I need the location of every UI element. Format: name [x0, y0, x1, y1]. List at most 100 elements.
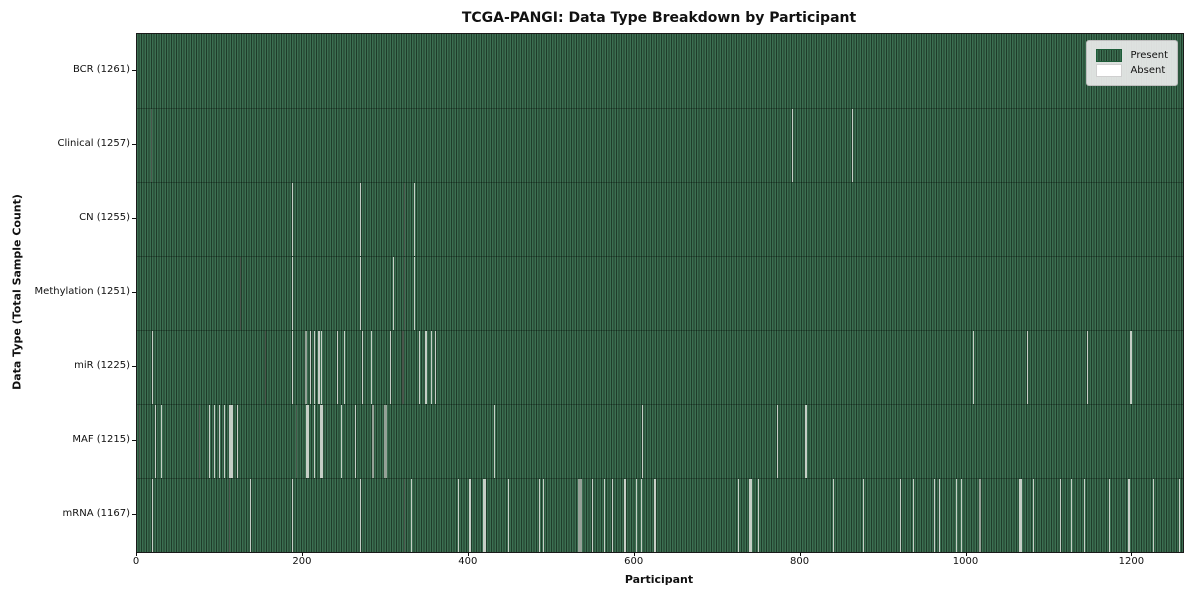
x-tick-mark: [301, 552, 303, 556]
absent-line: [1108, 479, 1110, 552]
absent-line: [776, 405, 778, 478]
absent-line: [383, 405, 387, 478]
absent-line: [1128, 479, 1131, 552]
absent-line: [309, 331, 311, 404]
x-tick-mark: [633, 552, 635, 556]
absent-line: [413, 257, 415, 330]
x-tick-mark: [1131, 552, 1133, 556]
absent-line: [359, 183, 361, 256]
absent-line: [1018, 479, 1022, 552]
absent-line: [138, 405, 140, 478]
absent-line: [240, 257, 242, 330]
x-tick-label-400: 400: [458, 556, 478, 567]
x-tick-mark: [799, 552, 801, 556]
absent-line: [355, 405, 357, 478]
absent-line: [317, 331, 320, 404]
absent-line: [305, 405, 309, 478]
absent-line: [938, 479, 940, 552]
absent-line: [804, 405, 807, 478]
heatmap-row-cn: [137, 182, 1183, 256]
absent-line: [337, 331, 339, 404]
absent-line: [402, 331, 405, 404]
absent-line: [314, 331, 315, 404]
absent-line: [833, 479, 835, 552]
absent-line: [1071, 479, 1073, 552]
absent-line: [228, 405, 233, 478]
absent-line: [292, 479, 294, 552]
legend: Present Absent: [1086, 40, 1178, 86]
absent-line: [250, 479, 252, 552]
absent-line: [1179, 479, 1181, 552]
absent-line: [468, 479, 471, 552]
absent-line: [851, 109, 853, 182]
absent-line: [390, 331, 392, 404]
absent-line: [321, 331, 323, 404]
absent-line: [1129, 331, 1132, 404]
absent-line: [392, 257, 394, 330]
absent-line: [538, 479, 540, 552]
heatmap-row-maf: [137, 404, 1183, 478]
absent-line: [292, 183, 294, 256]
legend-label: Absent: [1130, 65, 1166, 76]
absent-line: [340, 405, 342, 478]
absent-line: [591, 479, 593, 552]
absent-line: [900, 479, 902, 552]
absent-line: [542, 479, 544, 552]
absent-line: [1033, 479, 1035, 552]
legend-swatch-icon: [1096, 49, 1123, 62]
absent-line: [371, 405, 374, 478]
absent-line: [292, 257, 294, 330]
absent-line: [208, 405, 210, 478]
y-tick-label-cn: CN (1255): [79, 212, 130, 223]
x-tick-label-1000: 1000: [952, 556, 979, 567]
absent-line: [236, 405, 238, 478]
heatmap-row-mir: [137, 330, 1183, 404]
absent-line: [265, 331, 267, 404]
y-tick-label-maf: MAF (1215): [72, 434, 130, 445]
absent-line: [791, 109, 793, 182]
y-tick-label-clinical: Clinical (1257): [57, 138, 131, 149]
absent-line: [933, 479, 935, 552]
heatmap-row-clinical: [137, 108, 1183, 182]
absent-line: [642, 405, 644, 478]
y-tick-mark: [132, 514, 136, 515]
absent-line: [611, 479, 613, 552]
legend-entry-present: Present: [1096, 49, 1168, 62]
absent-line: [1087, 331, 1089, 404]
heatmap-row-bcr: [137, 34, 1183, 108]
absent-line: [483, 479, 487, 552]
x-tick-label-800: 800: [790, 556, 810, 567]
y-tick-mark: [132, 292, 136, 293]
absent-line: [198, 405, 200, 478]
y-tick-label-methylation: Methylation (1251): [34, 286, 130, 297]
x-tick-label-1200: 1200: [1118, 556, 1145, 567]
absent-line: [152, 479, 154, 552]
y-tick-label-mrna: mRNA (1167): [62, 508, 130, 519]
absent-line: [150, 109, 152, 182]
absent-line: [295, 405, 297, 478]
absent-line: [640, 479, 642, 552]
absent-line: [863, 479, 865, 552]
absent-line: [343, 331, 345, 404]
x-tick-label-0: 0: [132, 556, 140, 567]
absent-line: [430, 331, 432, 404]
absent-line: [956, 479, 958, 552]
absent-line: [419, 331, 421, 404]
y-tick-label-mir: miR (1225): [74, 360, 130, 371]
absent-line: [228, 479, 230, 552]
absent-line: [219, 405, 221, 478]
absent-line: [404, 183, 406, 256]
absent-line: [508, 479, 510, 552]
heatmap-row-methylation: [137, 256, 1183, 330]
x-tick-mark: [136, 552, 137, 556]
absent-line: [305, 331, 308, 404]
absent-line: [413, 183, 415, 256]
chart-title: TCGA-PANGI: Data Type Breakdown by Parti…: [461, 10, 857, 26]
absent-line: [425, 331, 428, 404]
x-axis-title: Participant: [624, 573, 694, 586]
absent-line: [404, 479, 406, 552]
x-tick-mark: [965, 552, 967, 556]
absent-line: [224, 405, 226, 478]
absent-line: [160, 405, 162, 478]
